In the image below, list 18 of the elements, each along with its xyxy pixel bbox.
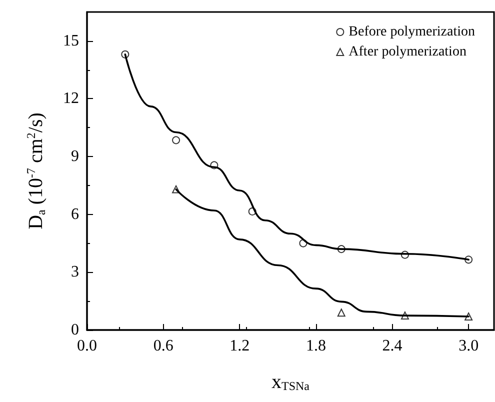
y-tick-label: 6 bbox=[71, 206, 79, 223]
y-tick-label: 3 bbox=[71, 264, 79, 281]
x-tick-label: 0.0 bbox=[77, 338, 97, 354]
y-tick-label: 12 bbox=[63, 90, 79, 108]
x-tick-label: 0.6 bbox=[153, 338, 174, 354]
y-tick-label: 9 bbox=[71, 148, 79, 166]
y-axis-title: Da (10-7 cm2/s) bbox=[24, 112, 48, 230]
x-tick-label: 3.0 bbox=[458, 338, 479, 354]
legend-label: After polymerization bbox=[348, 44, 466, 60]
x-tick-label: 1.8 bbox=[306, 338, 326, 354]
y-tick-label: 15 bbox=[63, 32, 79, 50]
point bbox=[337, 308, 346, 317]
x-axis-title: xTSNa bbox=[272, 371, 310, 393]
x-tick-label: 2.4 bbox=[382, 338, 402, 354]
x-tick-label: 1.2 bbox=[230, 338, 250, 354]
y-tick-label: 0 bbox=[71, 322, 79, 338]
legend-label: Before polymerization bbox=[348, 24, 475, 40]
point bbox=[172, 136, 180, 144]
